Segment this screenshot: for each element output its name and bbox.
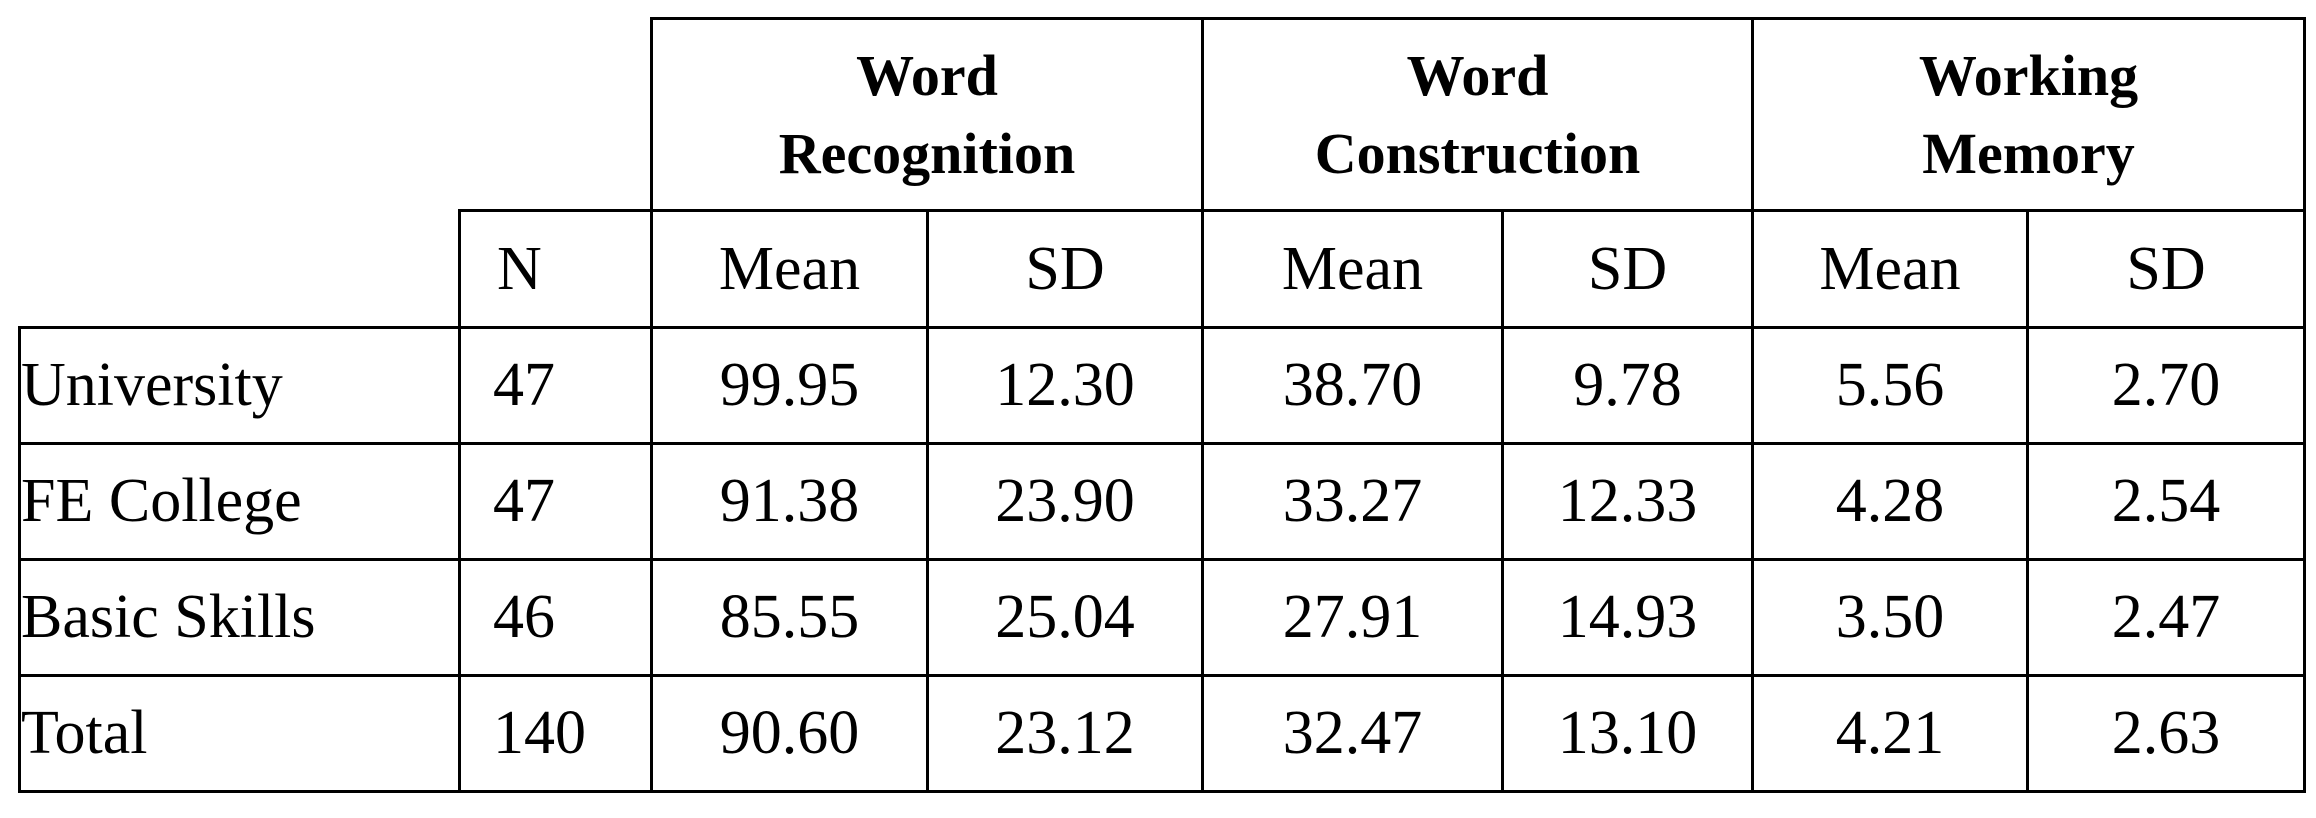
cell-wc-mean: 38.70 bbox=[1201, 326, 1504, 445]
row-label: University bbox=[18, 326, 461, 445]
row-label: Total bbox=[18, 674, 461, 793]
cell-wr-sd: 23.12 bbox=[926, 674, 1204, 793]
col-header-wr-sd: SD bbox=[926, 209, 1204, 329]
cell-wr-sd: 12.30 bbox=[926, 326, 1204, 445]
blank-corner bbox=[20, 19, 652, 211]
cell-wr-sd: 25.04 bbox=[926, 558, 1204, 677]
col-header-wm-mean: Mean bbox=[1751, 209, 2029, 329]
cell-wr-mean: 85.55 bbox=[650, 558, 929, 677]
table-row: University 47 99.95 12.30 38.70 9.78 5.5… bbox=[18, 326, 2307, 445]
cell-wm-mean: 3.50 bbox=[1751, 558, 2029, 677]
cell-n: 47 bbox=[458, 442, 653, 561]
col-header-wr-mean: Mean bbox=[650, 209, 929, 329]
group-header-word-construction: Word Construction bbox=[1201, 17, 1754, 212]
cell-wc-mean: 32.47 bbox=[1201, 674, 1504, 793]
cell-wm-sd: 2.70 bbox=[2025, 326, 2307, 445]
group-title-line2: Memory bbox=[1922, 120, 2135, 186]
cell-wm-sd: 2.63 bbox=[2025, 674, 2307, 793]
cell-wc-sd: 14.93 bbox=[1501, 558, 1754, 677]
row-label: FE College bbox=[18, 442, 461, 561]
cell-n: 140 bbox=[458, 674, 653, 793]
cell-wc-sd: 13.10 bbox=[1501, 674, 1754, 793]
cell-wm-mean: 4.28 bbox=[1751, 442, 2029, 561]
table-row: Total 140 90.60 23.12 32.47 13.10 4.21 2… bbox=[18, 674, 2307, 793]
cell-wm-sd: 2.47 bbox=[2025, 558, 2307, 677]
blank-label-header bbox=[20, 211, 460, 328]
col-header-wm-sd: SD bbox=[2025, 209, 2307, 329]
group-title-line1: Word bbox=[856, 42, 998, 108]
cell-wr-mean: 91.38 bbox=[650, 442, 929, 561]
table-row: FE College 47 91.38 23.90 33.27 12.33 4.… bbox=[18, 442, 2307, 561]
cell-wc-sd: 12.33 bbox=[1501, 442, 1754, 561]
col-header-n: N bbox=[458, 209, 653, 329]
group-title-line1: Word bbox=[1406, 42, 1549, 108]
cell-wr-mean: 99.95 bbox=[650, 326, 929, 445]
row-label: Basic Skills bbox=[18, 558, 461, 677]
group-title-line2: Construction bbox=[1314, 120, 1641, 186]
cell-wc-sd: 9.78 bbox=[1501, 326, 1754, 445]
cell-wc-mean: 33.27 bbox=[1201, 442, 1504, 561]
cell-wm-sd: 2.54 bbox=[2025, 442, 2307, 561]
cell-wc-mean: 27.91 bbox=[1201, 558, 1504, 677]
cell-wr-sd: 23.90 bbox=[926, 442, 1204, 561]
cell-wm-mean: 5.56 bbox=[1751, 326, 2029, 445]
cell-n: 47 bbox=[458, 326, 653, 445]
group-title-line1: Working bbox=[1918, 42, 2139, 108]
cell-wm-mean: 4.21 bbox=[1751, 674, 2029, 793]
cell-n: 46 bbox=[458, 558, 653, 677]
group-header-working-memory: Working Memory bbox=[1750, 17, 2307, 212]
cell-wr-mean: 90.60 bbox=[650, 674, 929, 793]
results-table: Word Recognition Word Construction Worki… bbox=[18, 17, 2307, 793]
subheader-row: N Mean SD Mean SD Mean SD bbox=[20, 209, 2307, 329]
col-header-wc-sd: SD bbox=[1501, 209, 1754, 329]
group-header-row: Word Recognition Word Construction Worki… bbox=[20, 17, 2307, 212]
group-title-line2: Recognition bbox=[778, 120, 1076, 186]
group-header-word-recognition: Word Recognition bbox=[650, 17, 1204, 212]
table-row: Basic Skills 46 85.55 25.04 27.91 14.93 … bbox=[18, 558, 2307, 677]
col-header-wc-mean: Mean bbox=[1201, 209, 1504, 329]
